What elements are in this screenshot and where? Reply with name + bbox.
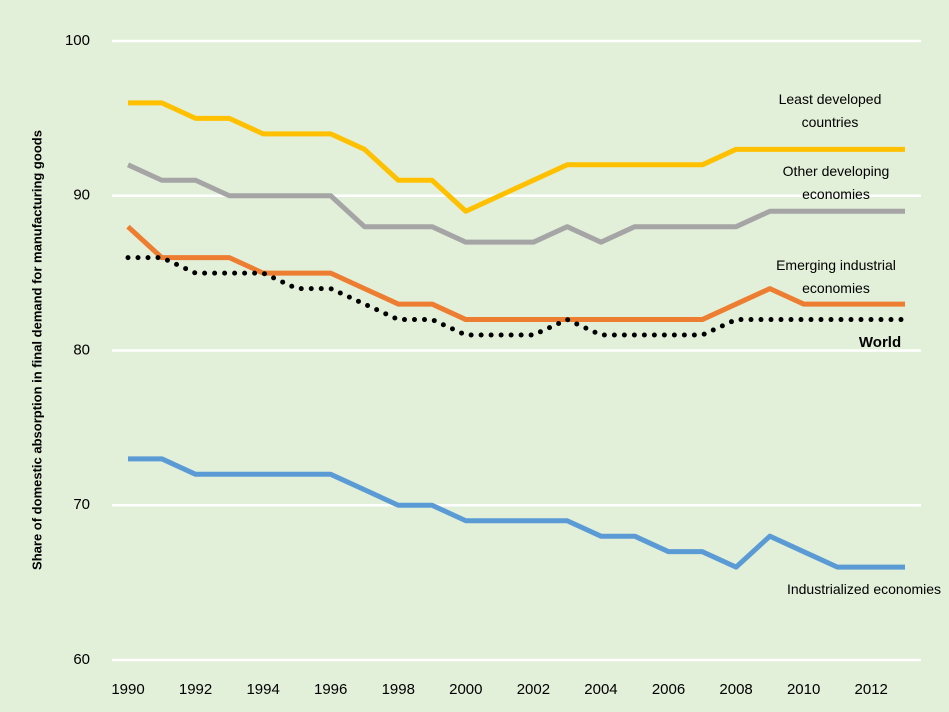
x-tick-label: 2006 — [652, 681, 685, 698]
series-label: World — [858, 334, 902, 351]
x-tick-label: 2008 — [719, 681, 752, 698]
y-tick-label: 70 — [73, 496, 90, 513]
series-line — [126, 162, 905, 245]
y-axis-label: Share of domestic absorption in final de… — [29, 130, 44, 570]
x-tick-label: 2004 — [584, 681, 617, 698]
x-tick-label: 2002 — [517, 681, 550, 698]
series-label: Other developing economies — [782, 163, 890, 202]
y-tick-label: 90 — [73, 187, 90, 204]
series-label: Industrialized economies — [786, 581, 942, 597]
series-label: Emerging industrial economies — [776, 257, 896, 296]
x-tick-label: 1992 — [179, 681, 212, 698]
series-label: Least developed countries — [778, 91, 882, 130]
y-tick-label: 100 — [65, 32, 90, 49]
series-line — [128, 456, 905, 570]
y-tick-label: 60 — [73, 651, 90, 668]
series-line — [126, 224, 905, 323]
series-line — [128, 100, 905, 214]
x-tick-label: 1994 — [246, 681, 279, 698]
x-tick-label: 2012 — [855, 681, 888, 698]
y-tick-label: 80 — [73, 341, 90, 358]
x-tick-label: 2000 — [449, 681, 482, 698]
x-tick-label: 1996 — [314, 681, 347, 698]
x-tick-label: 1990 — [111, 681, 144, 698]
x-tick-label: 2010 — [787, 681, 820, 698]
x-tick-label: 1998 — [382, 681, 415, 698]
